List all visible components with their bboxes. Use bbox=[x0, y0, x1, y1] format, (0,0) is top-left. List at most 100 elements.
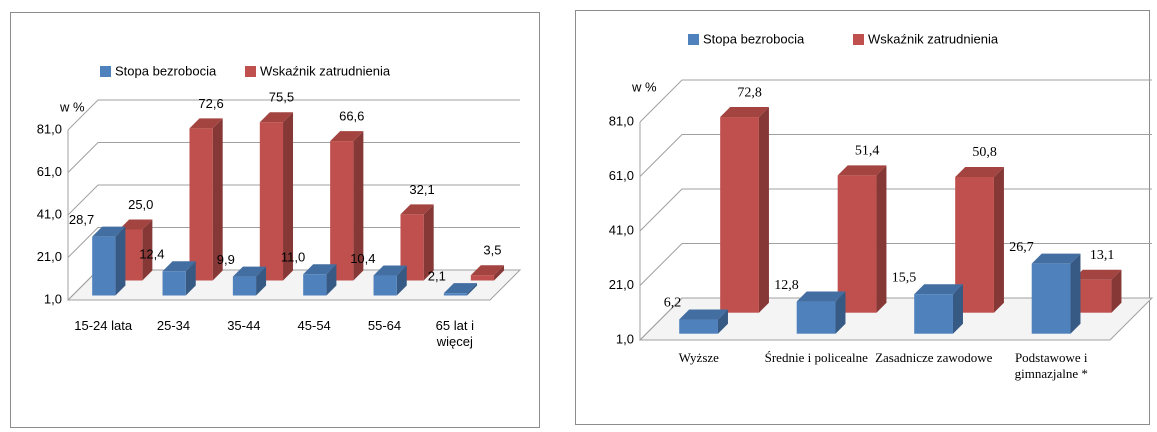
bar-front bbox=[1031, 263, 1071, 334]
bar-front bbox=[443, 293, 468, 296]
bar-side bbox=[115, 226, 126, 296]
bar-top bbox=[1031, 253, 1081, 264]
bar-front bbox=[162, 271, 186, 296]
bar bbox=[796, 291, 846, 334]
bar bbox=[232, 266, 267, 296]
grid-line bbox=[67, 142, 520, 173]
bar-front bbox=[259, 122, 284, 281]
bar-side bbox=[185, 261, 196, 296]
bar-front bbox=[914, 294, 953, 334]
bar-top bbox=[373, 265, 407, 276]
data-label: 15,5 bbox=[892, 270, 917, 285]
data-label: 25,0 bbox=[128, 197, 153, 212]
y-tick-label: 41,0 bbox=[609, 222, 634, 237]
bar-side bbox=[1111, 269, 1122, 313]
bar-front bbox=[232, 276, 257, 296]
y-tick-label: 1,0 bbox=[44, 291, 62, 306]
bar-side bbox=[835, 291, 846, 334]
bar-side bbox=[423, 204, 434, 281]
bar bbox=[373, 265, 407, 296]
bar-top bbox=[330, 131, 364, 142]
data-label: 26,7 bbox=[1009, 240, 1034, 255]
data-label: 12,4 bbox=[139, 247, 164, 262]
data-label: 10,4 bbox=[350, 251, 375, 266]
bar-side bbox=[758, 107, 769, 313]
x-tick-label: 15-24 lata bbox=[74, 318, 133, 333]
bar bbox=[92, 226, 126, 296]
data-label: 51,4 bbox=[855, 144, 880, 159]
bar-front bbox=[330, 141, 354, 281]
y-axis-label: w % bbox=[631, 79, 657, 94]
bar-front bbox=[470, 275, 495, 281]
bar-top bbox=[1072, 269, 1122, 280]
chart: 1,0 21,0 41,0 61,0 81,0 w % Stopa bezrobocia Ws… bbox=[37, 63, 522, 306]
data-label: 3,5 bbox=[483, 243, 501, 258]
bar-side bbox=[876, 165, 887, 313]
grid-line bbox=[639, 79, 1152, 123]
bar bbox=[400, 204, 434, 281]
bar-front bbox=[189, 128, 213, 281]
y-tick-label: 21,0 bbox=[609, 277, 634, 292]
bar-top bbox=[119, 219, 153, 230]
x-tick-label: Zasadnicze zawodowe bbox=[875, 350, 993, 365]
bar-front bbox=[373, 275, 397, 296]
bar-top bbox=[679, 309, 728, 320]
bar-side bbox=[142, 219, 153, 281]
bar bbox=[720, 107, 769, 313]
bar-front bbox=[720, 117, 759, 313]
bar bbox=[330, 131, 364, 281]
bar bbox=[837, 165, 887, 313]
y-axis-label: w % bbox=[59, 99, 85, 114]
x-tick-label: Średnie i policealne bbox=[764, 350, 868, 365]
bar-side bbox=[326, 264, 337, 296]
bar-side bbox=[353, 131, 364, 281]
bar bbox=[470, 265, 505, 281]
data-label: 12,8 bbox=[774, 278, 799, 293]
bar-top bbox=[303, 264, 337, 275]
legend-swatch bbox=[688, 34, 699, 45]
bar-top bbox=[189, 118, 223, 129]
data-label: 75,5 bbox=[269, 90, 294, 105]
data-label: 9,9 bbox=[217, 252, 235, 267]
bar bbox=[679, 309, 728, 334]
bar-top bbox=[914, 284, 963, 295]
bar-top bbox=[955, 166, 1004, 177]
x-tick-label: 25-34 bbox=[156, 318, 191, 333]
x-tick-label: 45-54 bbox=[297, 318, 331, 333]
bar-top bbox=[443, 283, 478, 294]
x-tick-label: Wyższe bbox=[678, 350, 719, 365]
legend-label: Stopa bezrobocia bbox=[115, 63, 217, 78]
y-tick-label: 41,0 bbox=[37, 206, 62, 221]
grid-line bbox=[67, 184, 520, 216]
bar bbox=[955, 166, 1004, 313]
bar-front bbox=[796, 301, 836, 334]
y-tick-label: 81,0 bbox=[609, 113, 634, 128]
y-tick-label: 61,0 bbox=[609, 168, 634, 183]
bar bbox=[259, 112, 294, 281]
bar-side bbox=[717, 309, 728, 334]
bar-top bbox=[470, 265, 505, 276]
x-tick-label: Podstawowe i gimnazjalne * bbox=[1014, 350, 1088, 381]
data-label: 6,2 bbox=[664, 296, 682, 311]
legend-label: Wskaźnik zatrudnienia bbox=[260, 63, 391, 78]
x-tick-label: 35-44 bbox=[227, 318, 261, 333]
legend-swatch bbox=[100, 66, 111, 77]
bar bbox=[303, 264, 337, 296]
grid-line bbox=[67, 99, 520, 131]
data-label: 32,1 bbox=[409, 182, 434, 197]
data-label: 50,8 bbox=[972, 145, 997, 160]
data-label: 72,6 bbox=[198, 96, 223, 111]
bar-top bbox=[162, 261, 196, 272]
data-label: 13,1 bbox=[1090, 248, 1115, 263]
y-tick-label: 61,0 bbox=[37, 164, 62, 179]
x-tick-label: 55-64 bbox=[367, 318, 402, 333]
bar-top bbox=[259, 112, 294, 123]
bar-top bbox=[720, 107, 769, 118]
legend-label: Stopa bezrobocia bbox=[703, 31, 805, 46]
bar-top bbox=[796, 291, 846, 302]
bar-front bbox=[400, 214, 424, 281]
bar bbox=[162, 261, 196, 296]
bar-side bbox=[494, 265, 505, 281]
